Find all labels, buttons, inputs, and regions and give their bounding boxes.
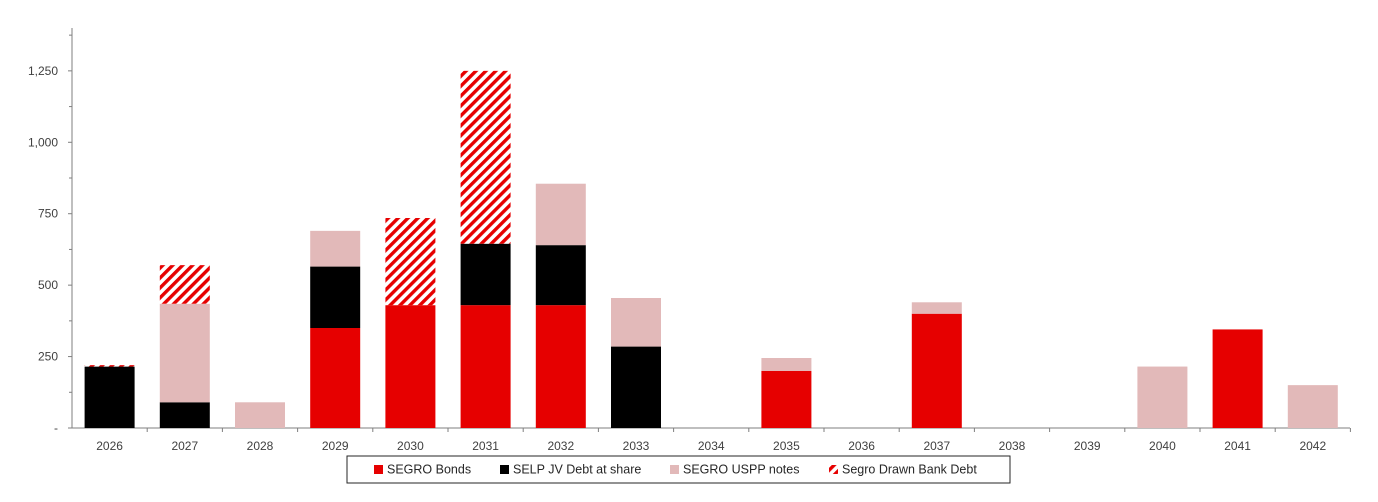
x-tick-label: 2032 xyxy=(547,439,574,453)
y-tick-label: 1,000 xyxy=(28,135,58,149)
bar-segro-drawn-bank-debt-2030 xyxy=(385,218,436,306)
x-tick-label: 2030 xyxy=(397,439,424,453)
x-tick-label: 2042 xyxy=(1299,439,1326,453)
bar-selp-jv-debt-at-share-2026 xyxy=(84,366,135,428)
x-tick-label: 2033 xyxy=(623,439,650,453)
bar-segro-uspp-notes-2040 xyxy=(1137,366,1188,428)
bar-segro-bonds-2029 xyxy=(310,328,361,428)
bar-segro-uspp-notes-2029 xyxy=(310,230,361,267)
bar-segro-bonds-2035 xyxy=(761,370,812,428)
y-tick-label: 750 xyxy=(38,207,58,221)
y-tick-label: 1,250 xyxy=(28,64,58,78)
x-tick-label: 2037 xyxy=(923,439,950,453)
legend-swatch-segro-drawn-bank-debt xyxy=(829,465,838,474)
bar-segro-uspp-notes-2028 xyxy=(235,402,285,428)
legend: SEGRO Bonds SELP JV Debt at share SEGRO US… xyxy=(346,455,1011,484)
bar-segro-bonds-2032 xyxy=(535,305,586,428)
legend-label-segro-drawn-bank-debt: Segro Drawn Bank Debt xyxy=(842,463,977,477)
legend-label-segro-bonds: SEGRO Bonds xyxy=(387,463,471,477)
bar-segro-bonds-2031 xyxy=(460,305,511,428)
x-tick-label: 2039 xyxy=(1074,439,1101,453)
legend-swatch-segro-bonds xyxy=(374,465,383,474)
bar-segro-drawn-bank-debt-2026 xyxy=(84,365,135,367)
x-tick-label: 2036 xyxy=(848,439,875,453)
bar-segro-uspp-notes-2042 xyxy=(1287,385,1338,428)
x-tick-label: 2035 xyxy=(773,439,800,453)
x-tick-label: 2027 xyxy=(171,439,198,453)
bar-selp-jv-debt-at-share-2032 xyxy=(535,245,586,306)
bar-selp-jv-debt-at-share-2033 xyxy=(611,346,661,428)
bar-segro-uspp-notes-2033 xyxy=(611,298,661,347)
y-axis-labels: - 250 500 750 1,000 1,250 xyxy=(28,64,58,435)
y-tick-label: - xyxy=(54,421,58,435)
bar-selp-jv-debt-at-share-2027 xyxy=(159,402,210,428)
x-tick-label: 2034 xyxy=(698,439,725,453)
bar-selp-jv-debt-at-share-2031 xyxy=(460,243,511,306)
legend-label-selp-jv-debt-at-share: SELP JV Debt at share xyxy=(513,463,641,477)
bar-segro-drawn-bank-debt-2031 xyxy=(460,70,511,244)
bars xyxy=(84,70,1338,428)
plot-area: - 250 500 750 1,000 1,250 2026 2027 2028 2029 2030… xyxy=(28,28,1351,453)
x-tick-label: 2029 xyxy=(322,439,349,453)
bar-segro-drawn-bank-debt-2027 xyxy=(159,265,210,304)
bar-segro-bonds-2041 xyxy=(1212,329,1263,428)
x-tick-label: 2040 xyxy=(1149,439,1176,453)
bar-segro-uspp-notes-2032 xyxy=(535,183,586,246)
y-tick-label: 500 xyxy=(38,278,58,292)
bar-segro-uspp-notes-2027 xyxy=(159,303,210,403)
legend-swatch-selp-jv-debt-at-share xyxy=(500,465,509,474)
bar-segro-uspp-notes-2037 xyxy=(911,302,962,314)
x-tick-label: 2041 xyxy=(1224,439,1251,453)
x-tick-label: 2026 xyxy=(96,439,123,453)
legend-label-segro-uspp-notes: SEGRO USPP notes xyxy=(683,463,800,477)
legend-swatch-segro-uspp-notes xyxy=(670,465,679,474)
y-tick-label: 250 xyxy=(38,350,58,364)
x-tick-label: 2028 xyxy=(247,439,274,453)
bar-segro-uspp-notes-2035 xyxy=(761,358,812,371)
x-tick-label: 2031 xyxy=(472,439,499,453)
bar-segro-bonds-2030 xyxy=(385,305,436,428)
bar-segro-bonds-2037 xyxy=(911,313,962,428)
x-tick-label: 2038 xyxy=(999,439,1026,453)
bar-selp-jv-debt-at-share-2029 xyxy=(310,266,361,328)
